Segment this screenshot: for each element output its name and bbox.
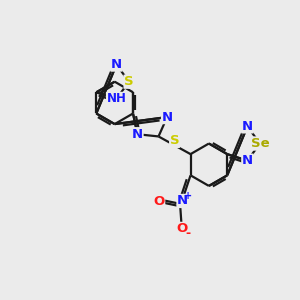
Text: +: + — [184, 191, 193, 201]
Text: Se: Se — [250, 137, 269, 150]
Text: N: N — [242, 120, 253, 133]
Text: N: N — [162, 111, 173, 124]
Text: N: N — [132, 128, 143, 141]
Text: N: N — [242, 154, 253, 167]
Text: N: N — [177, 194, 188, 207]
Text: S: S — [124, 75, 134, 88]
Text: O: O — [153, 195, 165, 208]
Text: O: O — [176, 222, 187, 236]
Text: -: - — [186, 227, 191, 240]
Text: S: S — [170, 134, 179, 147]
Text: NH: NH — [106, 92, 126, 105]
Text: N: N — [111, 58, 122, 71]
